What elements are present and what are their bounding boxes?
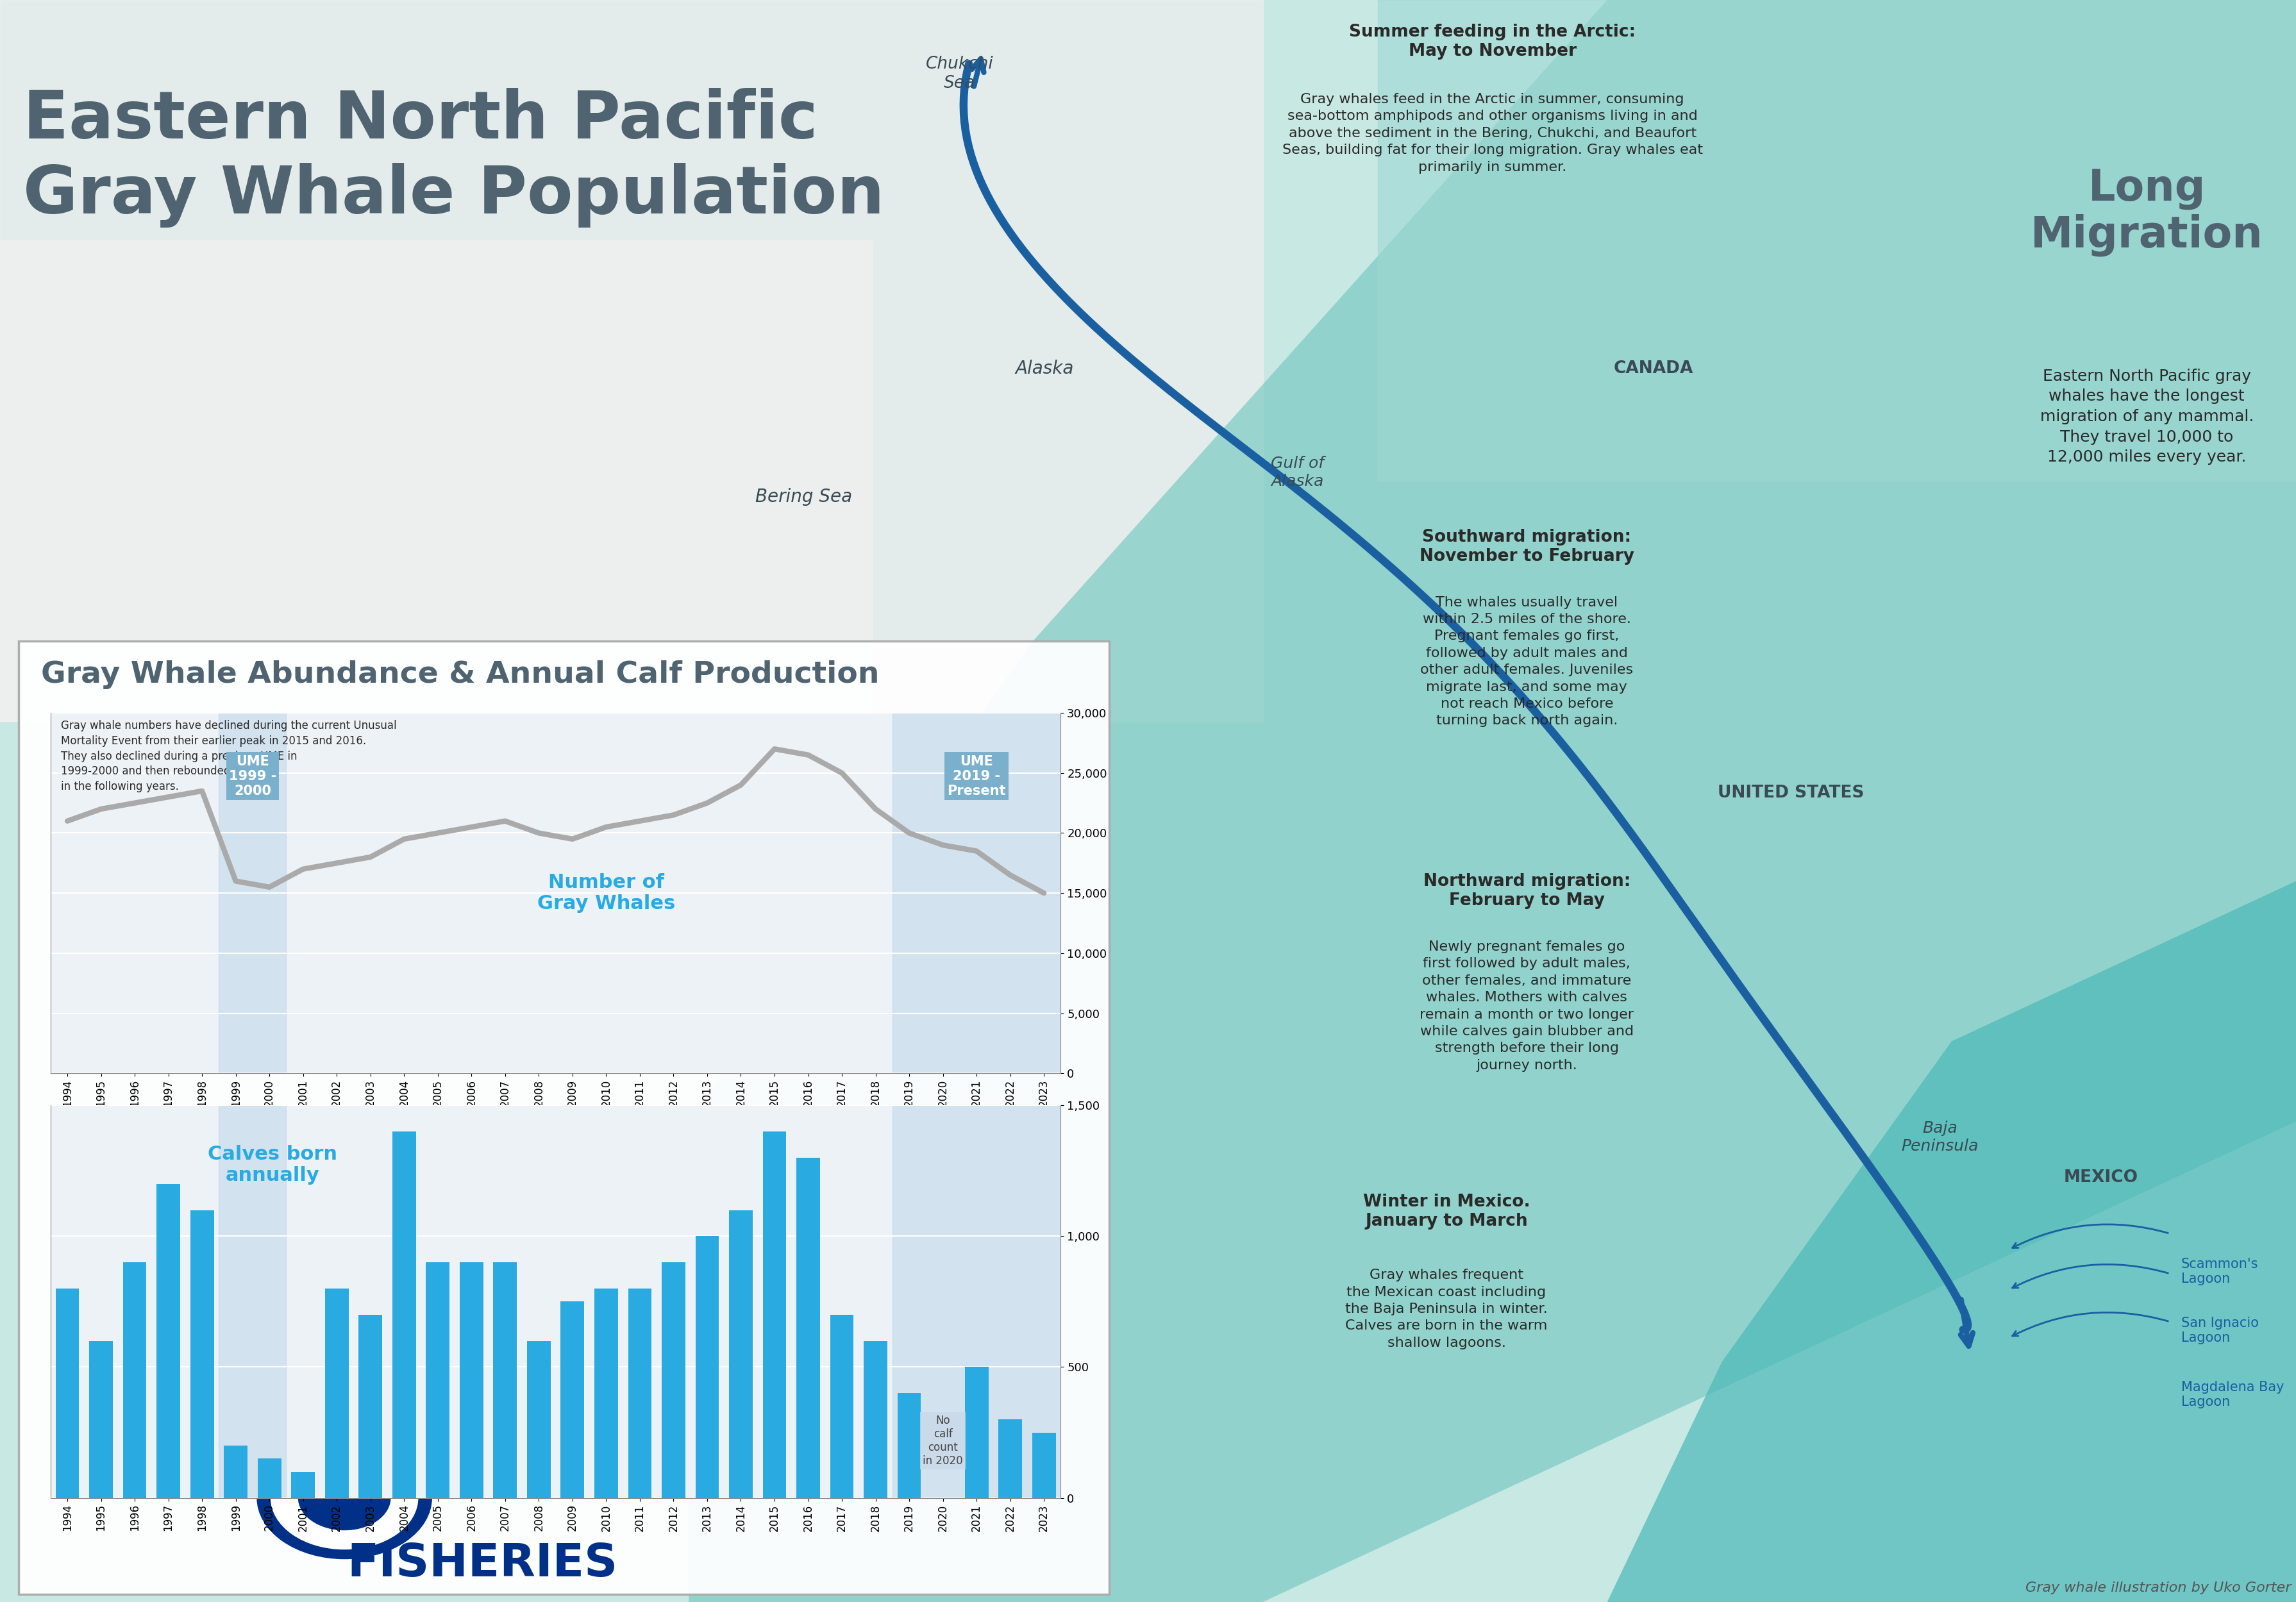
Bar <box>326 1288 349 1498</box>
Text: Winter in Mexico.
January to March: Winter in Mexico. January to March <box>1364 1193 1529 1229</box>
Bar <box>595 1288 618 1498</box>
Bar <box>218 713 287 1073</box>
Bar <box>528 1341 551 1498</box>
Bar <box>124 1262 147 1498</box>
Text: Scammon's
Lagoon: Scammon's Lagoon <box>2181 1258 2259 1285</box>
Text: Chukchi
Sea: Chukchi Sea <box>925 56 994 91</box>
Text: Calves born
annually: Calves born annually <box>209 1145 338 1185</box>
Text: Gray whale illustration by Uko Gorter: Gray whale illustration by Uko Gorter <box>2025 1581 2291 1594</box>
Bar <box>427 1262 450 1498</box>
Bar <box>762 1131 785 1498</box>
Bar <box>191 1210 214 1498</box>
Bar <box>560 1301 583 1498</box>
Text: Long
Migration: Long Migration <box>2030 168 2264 256</box>
Bar <box>797 1158 820 1498</box>
Polygon shape <box>689 0 2296 1602</box>
Bar <box>696 1237 719 1498</box>
Bar <box>393 1131 416 1498</box>
Bar <box>218 1105 287 1498</box>
Text: UNITED STATES: UNITED STATES <box>1717 785 1864 801</box>
Polygon shape <box>1607 881 2296 1602</box>
Text: Eastern North Pacific
Gray Whale Population: Eastern North Pacific Gray Whale Populat… <box>23 88 884 227</box>
Text: MEXICO: MEXICO <box>2064 1169 2138 1185</box>
Text: UME
1999 -
2000: UME 1999 - 2000 <box>230 755 276 798</box>
Text: Gray whales frequent
the Mexican coast including
the Baja Peninsula in winter.
C: Gray whales frequent the Mexican coast i… <box>1345 1269 1548 1349</box>
Text: Gray Whale Abundance & Annual Calf Production: Gray Whale Abundance & Annual Calf Produ… <box>41 660 879 689</box>
Bar <box>494 1262 517 1498</box>
Text: The whales usually travel
within 2.5 miles of the shore.
Pregnant females go fir: The whales usually travel within 2.5 mil… <box>1421 596 1632 727</box>
Text: Eastern North Pacific gray
whales have the longest
migration of any mammal.
They: Eastern North Pacific gray whales have t… <box>2039 368 2255 465</box>
Circle shape <box>298 1466 390 1530</box>
Bar <box>964 1367 987 1498</box>
Text: Alaska: Alaska <box>1015 359 1075 378</box>
Text: UME
2019 -
Present: UME 2019 - Present <box>948 755 1006 798</box>
Text: Gray whales feed in the Arctic in summer, consuming
sea-bottom amphipods and oth: Gray whales feed in the Arctic in summer… <box>1281 93 1704 173</box>
Bar <box>358 1315 381 1498</box>
Bar <box>55 1288 78 1498</box>
Text: Bering Sea: Bering Sea <box>755 487 852 506</box>
Bar <box>90 1341 113 1498</box>
Text: Southward migration:
November to February: Southward migration: November to Februar… <box>1419 529 1635 564</box>
Text: Number of
Gray Whales: Number of Gray Whales <box>537 873 675 913</box>
Text: CANADA: CANADA <box>1614 360 1692 376</box>
Text: Northward migration:
February to May: Northward migration: February to May <box>1424 873 1630 908</box>
Circle shape <box>257 1437 432 1559</box>
Bar <box>1033 1432 1056 1498</box>
Text: FISHERIES: FISHERIES <box>347 1541 618 1586</box>
Text: Gray whale numbers have declined during the current Unusual
Mortality Event from: Gray whale numbers have declined during … <box>60 719 397 791</box>
Bar <box>156 1184 179 1498</box>
Text: Summer feeding in the Arctic:
May to November: Summer feeding in the Arctic: May to Nov… <box>1350 24 1635 59</box>
Bar <box>831 1315 854 1498</box>
Bar <box>898 1394 921 1498</box>
Bar <box>999 1419 1022 1498</box>
Bar <box>661 1262 684 1498</box>
Text: Newly pregnant females go
first followed by adult males,
other females, and imma: Newly pregnant females go first followed… <box>1419 940 1635 1072</box>
Text: Gulf of
Alaska: Gulf of Alaska <box>1270 457 1325 489</box>
Bar <box>863 1341 886 1498</box>
Text: NOAA: NOAA <box>409 1413 556 1458</box>
Bar <box>292 1472 315 1498</box>
Bar <box>893 713 1061 1073</box>
Bar <box>257 1458 280 1498</box>
Bar <box>225 1445 248 1498</box>
Text: San Ignacio
Lagoon: San Ignacio Lagoon <box>2181 1317 2259 1344</box>
FancyBboxPatch shape <box>18 641 1109 1594</box>
Bar <box>893 1105 1061 1498</box>
Bar <box>730 1210 753 1498</box>
Text: Baja
Peninsula: Baja Peninsula <box>1901 1121 1979 1153</box>
Circle shape <box>271 1447 418 1549</box>
Bar <box>459 1262 482 1498</box>
Text: Magdalena Bay
Lagoon: Magdalena Bay Lagoon <box>2181 1381 2285 1408</box>
Bar <box>629 1288 652 1498</box>
Text: No
calf
count
in 2020: No calf count in 2020 <box>923 1415 962 1466</box>
